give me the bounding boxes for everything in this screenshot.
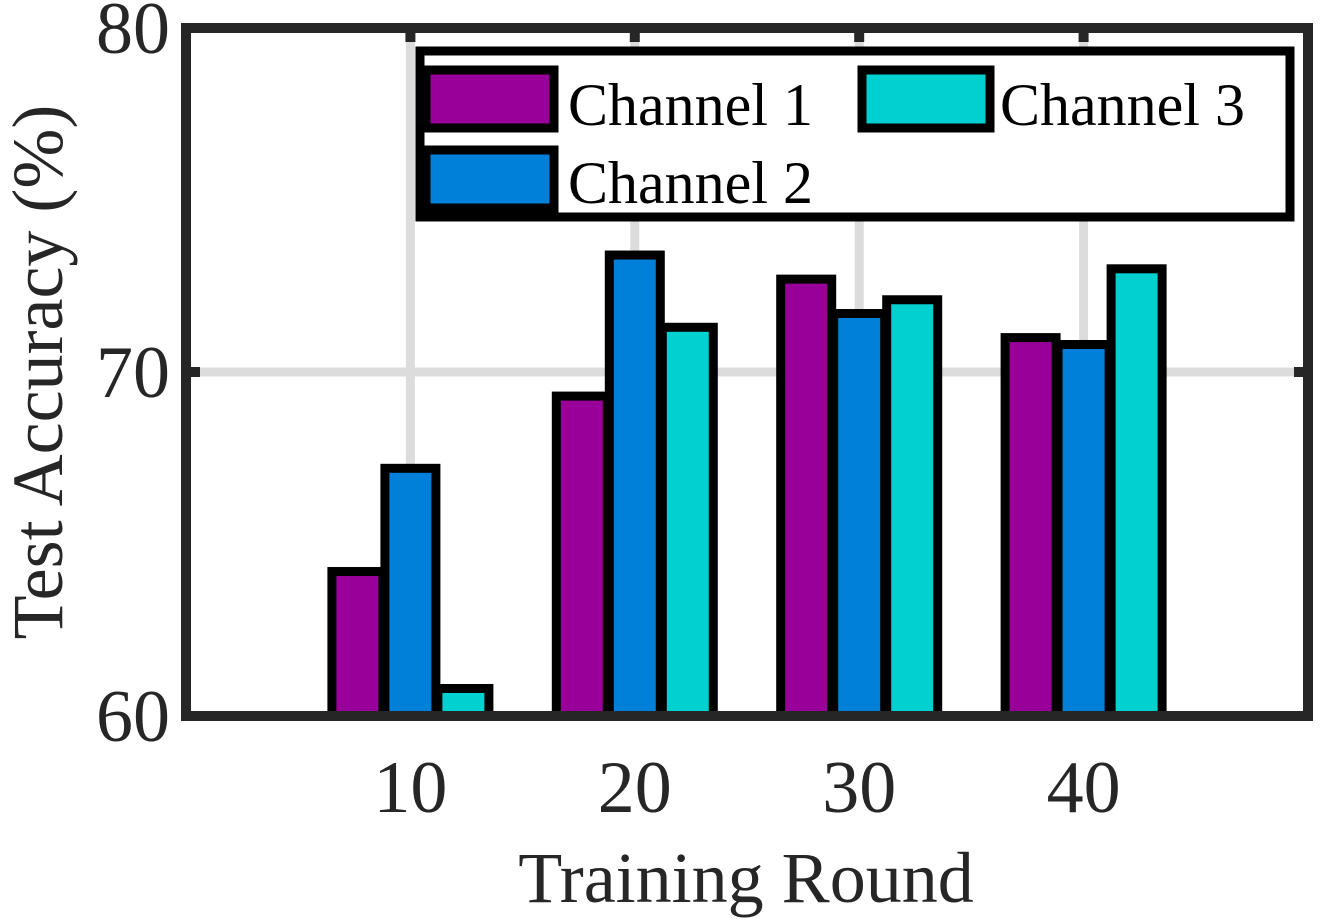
y-tick-labels: 60 70 80 — [96, 0, 170, 758]
bar-channel-1-40 — [1000, 333, 1061, 721]
y-tick-label: 70 — [96, 332, 170, 414]
legend-label-channel-2: Channel 2 — [568, 150, 813, 216]
x-tick-label: 10 — [373, 747, 447, 829]
x-tick-label: 20 — [598, 747, 672, 829]
y-tick-label: 60 — [96, 676, 170, 758]
x-tick-label: 30 — [822, 747, 896, 829]
legend-label-channel-3: Channel 3 — [1000, 72, 1245, 138]
x-axis-label: Training Round — [518, 838, 973, 918]
bar-channel-3-20 — [657, 322, 718, 721]
legend: Channel 1 Channel 3 Channel 2 — [415, 46, 1295, 222]
bar-channel-1-30 — [776, 274, 837, 721]
y-tick-label: 80 — [96, 0, 170, 70]
y-axis-label: Test Accuracy (%) — [0, 105, 78, 640]
bar-channel-2-10 — [380, 463, 441, 721]
legend-swatch-channel-2 — [421, 145, 559, 213]
bar-channel-2-40 — [1053, 339, 1114, 721]
legend-box — [415, 46, 1295, 222]
bar-channel-1-10 — [327, 567, 388, 721]
bar-channel-3-30 — [882, 295, 943, 721]
x-tick-labels: 10 20 30 40 — [373, 747, 1120, 829]
bar-channel-3-40 — [1106, 264, 1167, 721]
bar-channel-1-20 — [551, 391, 612, 721]
bar-channel-2-20 — [604, 250, 665, 721]
bar-channel-2-30 — [829, 309, 890, 721]
x-tick-label: 40 — [1047, 747, 1121, 829]
legend-swatch-channel-3 — [857, 65, 995, 133]
legend-swatch-channel-1 — [421, 65, 559, 133]
bars — [327, 250, 1167, 721]
legend-label-channel-1: Channel 1 — [568, 72, 813, 138]
axis-ticks — [186, 23, 1308, 721]
